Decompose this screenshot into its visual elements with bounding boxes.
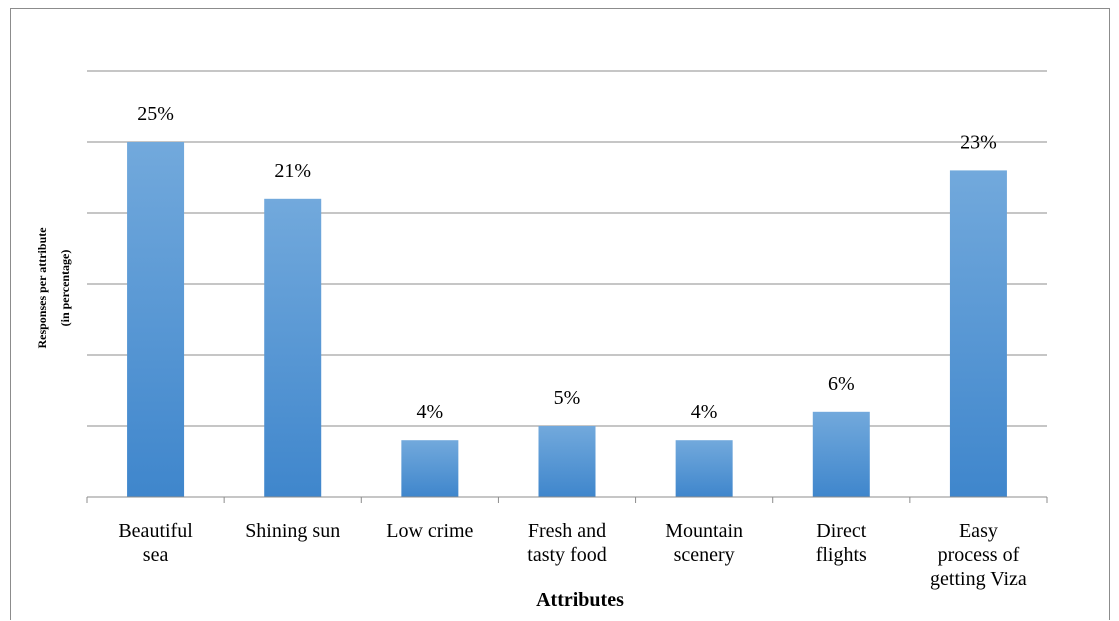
data-label-2: 4% bbox=[417, 401, 444, 423]
axes bbox=[86, 496, 1048, 503]
chart-frame bbox=[10, 8, 1110, 620]
category-label-5-0: Direct bbox=[816, 520, 866, 542]
category-label-3-1: tasty food bbox=[527, 544, 606, 566]
data-label-0: 25% bbox=[137, 103, 174, 125]
x-axis-title: Attributes bbox=[536, 589, 624, 611]
data-label-3: 5% bbox=[554, 387, 581, 409]
category-label-0-1: sea bbox=[143, 544, 169, 566]
category-label-6-0: Easy bbox=[959, 520, 998, 542]
bar-3 bbox=[538, 426, 596, 497]
category-label-0-0: Beautiful bbox=[118, 520, 193, 542]
bar-1 bbox=[264, 198, 322, 498]
y-axis-title: Responses per attribute (in percentage) bbox=[35, 227, 72, 349]
bars bbox=[127, 142, 1007, 498]
category-label-6-2: getting Viza bbox=[930, 568, 1027, 590]
gridlines bbox=[87, 70, 1047, 427]
data-label-5: 6% bbox=[828, 373, 855, 395]
category-label-4-1: scenery bbox=[674, 544, 735, 566]
bar-0 bbox=[127, 142, 185, 497]
category-label-2-0: Low crime bbox=[386, 520, 473, 542]
data-label-6: 23% bbox=[960, 131, 997, 153]
category-label-3-0: Fresh and bbox=[528, 520, 606, 542]
bar-4 bbox=[675, 440, 733, 497]
category-label-1-0: Shining sun bbox=[245, 520, 340, 542]
bar-6 bbox=[949, 170, 1007, 497]
category-label-5-1: flights bbox=[816, 544, 867, 566]
bar-5 bbox=[812, 411, 870, 497]
data-labels: 25% 21% 4% 5% 4% 6% 23% bbox=[137, 103, 997, 423]
y-axis-title-line-1: Responses per attribute bbox=[35, 227, 49, 349]
category-label-4-0: Mountain bbox=[665, 520, 743, 542]
bar-2 bbox=[401, 440, 459, 497]
category-label-6-1: process of bbox=[938, 544, 1020, 566]
y-axis-title-line-2: (in percentage) bbox=[58, 250, 72, 327]
data-label-1: 21% bbox=[274, 160, 311, 182]
data-label-4: 4% bbox=[691, 401, 718, 423]
